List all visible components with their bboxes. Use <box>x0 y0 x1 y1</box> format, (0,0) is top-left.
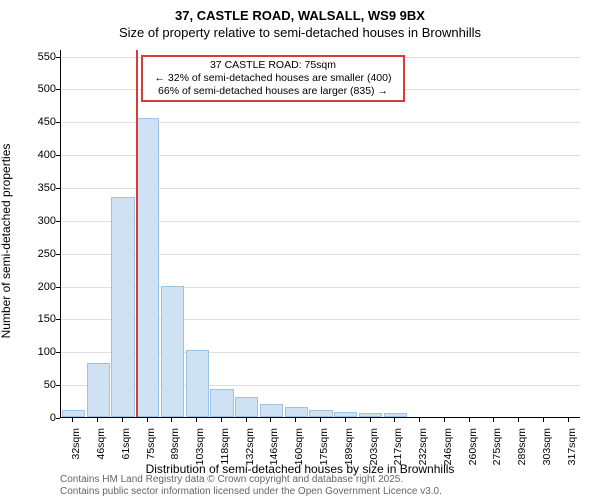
x-tick-mark <box>72 418 73 422</box>
x-tick-mark <box>295 418 296 422</box>
x-tick-mark <box>419 418 420 422</box>
annotation-box: 37 CASTLE ROAD: 75sqm ← 32% of semi-deta… <box>141 55 405 102</box>
y-tick-label: 450 <box>38 116 56 128</box>
x-tick-mark <box>221 418 222 422</box>
chart-footer: Contains HM Land Registry data © Crown c… <box>60 474 580 498</box>
x-tick-label: 217sqm <box>392 428 404 465</box>
x-tick-label: 189sqm <box>343 428 355 465</box>
x-tick-label: 232sqm <box>417 428 429 465</box>
y-axis-label: Number of semi-detached properties <box>0 144 13 339</box>
y-tick-label: 550 <box>38 51 56 63</box>
y-tick-label: 400 <box>38 149 56 161</box>
y-tick-mark <box>56 418 60 419</box>
marker-line-inner <box>136 50 138 417</box>
x-tick-label: 103sqm <box>194 428 206 465</box>
bar <box>235 397 258 417</box>
x-tick-mark <box>518 418 519 422</box>
x-tick-label: 75sqm <box>145 428 157 460</box>
x-tick-label: 246sqm <box>442 428 454 465</box>
x-tick-mark <box>147 418 148 422</box>
x-tick-label: 89sqm <box>169 428 181 460</box>
annotation-line3: 66% of semi-detached houses are larger (… <box>147 85 399 98</box>
x-tick-label: 160sqm <box>293 428 305 465</box>
y-tick-label: 300 <box>38 215 56 227</box>
x-tick-label: 303sqm <box>541 428 553 465</box>
bar <box>309 410 332 417</box>
footer-line2: Contains public sector information licen… <box>60 486 580 498</box>
x-tick-mark <box>543 418 544 422</box>
chart-title-line1: 37, CASTLE ROAD, WALSALL, WS9 9BX <box>0 0 600 23</box>
bar <box>62 410 85 417</box>
bar <box>260 404 283 417</box>
y-tick-label: 250 <box>38 248 56 260</box>
x-tick-label: 132sqm <box>244 428 256 465</box>
y-tick-label: 50 <box>44 379 56 391</box>
x-tick-label: 317sqm <box>566 428 578 465</box>
x-tick-mark <box>370 418 371 422</box>
bar <box>384 413 407 417</box>
x-tick-label: 118sqm <box>219 428 231 465</box>
x-tick-label: 289sqm <box>516 428 528 465</box>
x-tick-label: 260sqm <box>467 428 479 465</box>
x-tick-label: 175sqm <box>318 428 330 465</box>
bar <box>111 197 134 417</box>
x-tick-mark <box>122 418 123 422</box>
x-tick-label: 46sqm <box>95 428 107 460</box>
x-tick-mark <box>493 418 494 422</box>
bar <box>334 412 357 417</box>
footer-line1: Contains HM Land Registry data © Crown c… <box>60 474 580 486</box>
x-tick-mark <box>171 418 172 422</box>
plot-area: 37 CASTLE ROAD: 75sqm ← 32% of semi-deta… <box>60 50 580 418</box>
bar <box>210 389 233 417</box>
bar <box>186 350 209 417</box>
x-tick-mark <box>320 418 321 422</box>
x-tick-mark <box>568 418 569 422</box>
annotation-line2: ← 32% of semi-detached houses are smalle… <box>147 72 399 85</box>
bar <box>359 413 382 417</box>
y-tick-label: 350 <box>38 182 56 194</box>
x-tick-label: 61sqm <box>120 428 132 460</box>
x-tick-mark <box>345 418 346 422</box>
x-tick-label: 146sqm <box>268 428 280 465</box>
x-tick-mark <box>469 418 470 422</box>
bar <box>87 363 110 417</box>
x-tick-mark <box>246 418 247 422</box>
y-tick-label: 500 <box>38 83 56 95</box>
bar <box>285 407 308 417</box>
x-tick-label: 32sqm <box>70 428 82 460</box>
chart-title-line2: Size of property relative to semi-detach… <box>0 23 600 40</box>
x-tick-label: 203sqm <box>368 428 380 465</box>
annotation-line1: 37 CASTLE ROAD: 75sqm <box>147 59 399 72</box>
x-tick-mark <box>97 418 98 422</box>
y-tick-label: 150 <box>38 313 56 325</box>
x-tick-label: 275sqm <box>491 428 503 465</box>
y-tick-label: 200 <box>38 281 56 293</box>
x-tick-mark <box>196 418 197 422</box>
x-tick-mark <box>270 418 271 422</box>
bar <box>161 286 184 417</box>
y-tick-label: 100 <box>38 346 56 358</box>
distribution-chart: 37, CASTLE ROAD, WALSALL, WS9 9BX Size o… <box>0 0 600 500</box>
bar <box>136 118 159 417</box>
x-tick-mark <box>444 418 445 422</box>
x-tick-mark <box>394 418 395 422</box>
